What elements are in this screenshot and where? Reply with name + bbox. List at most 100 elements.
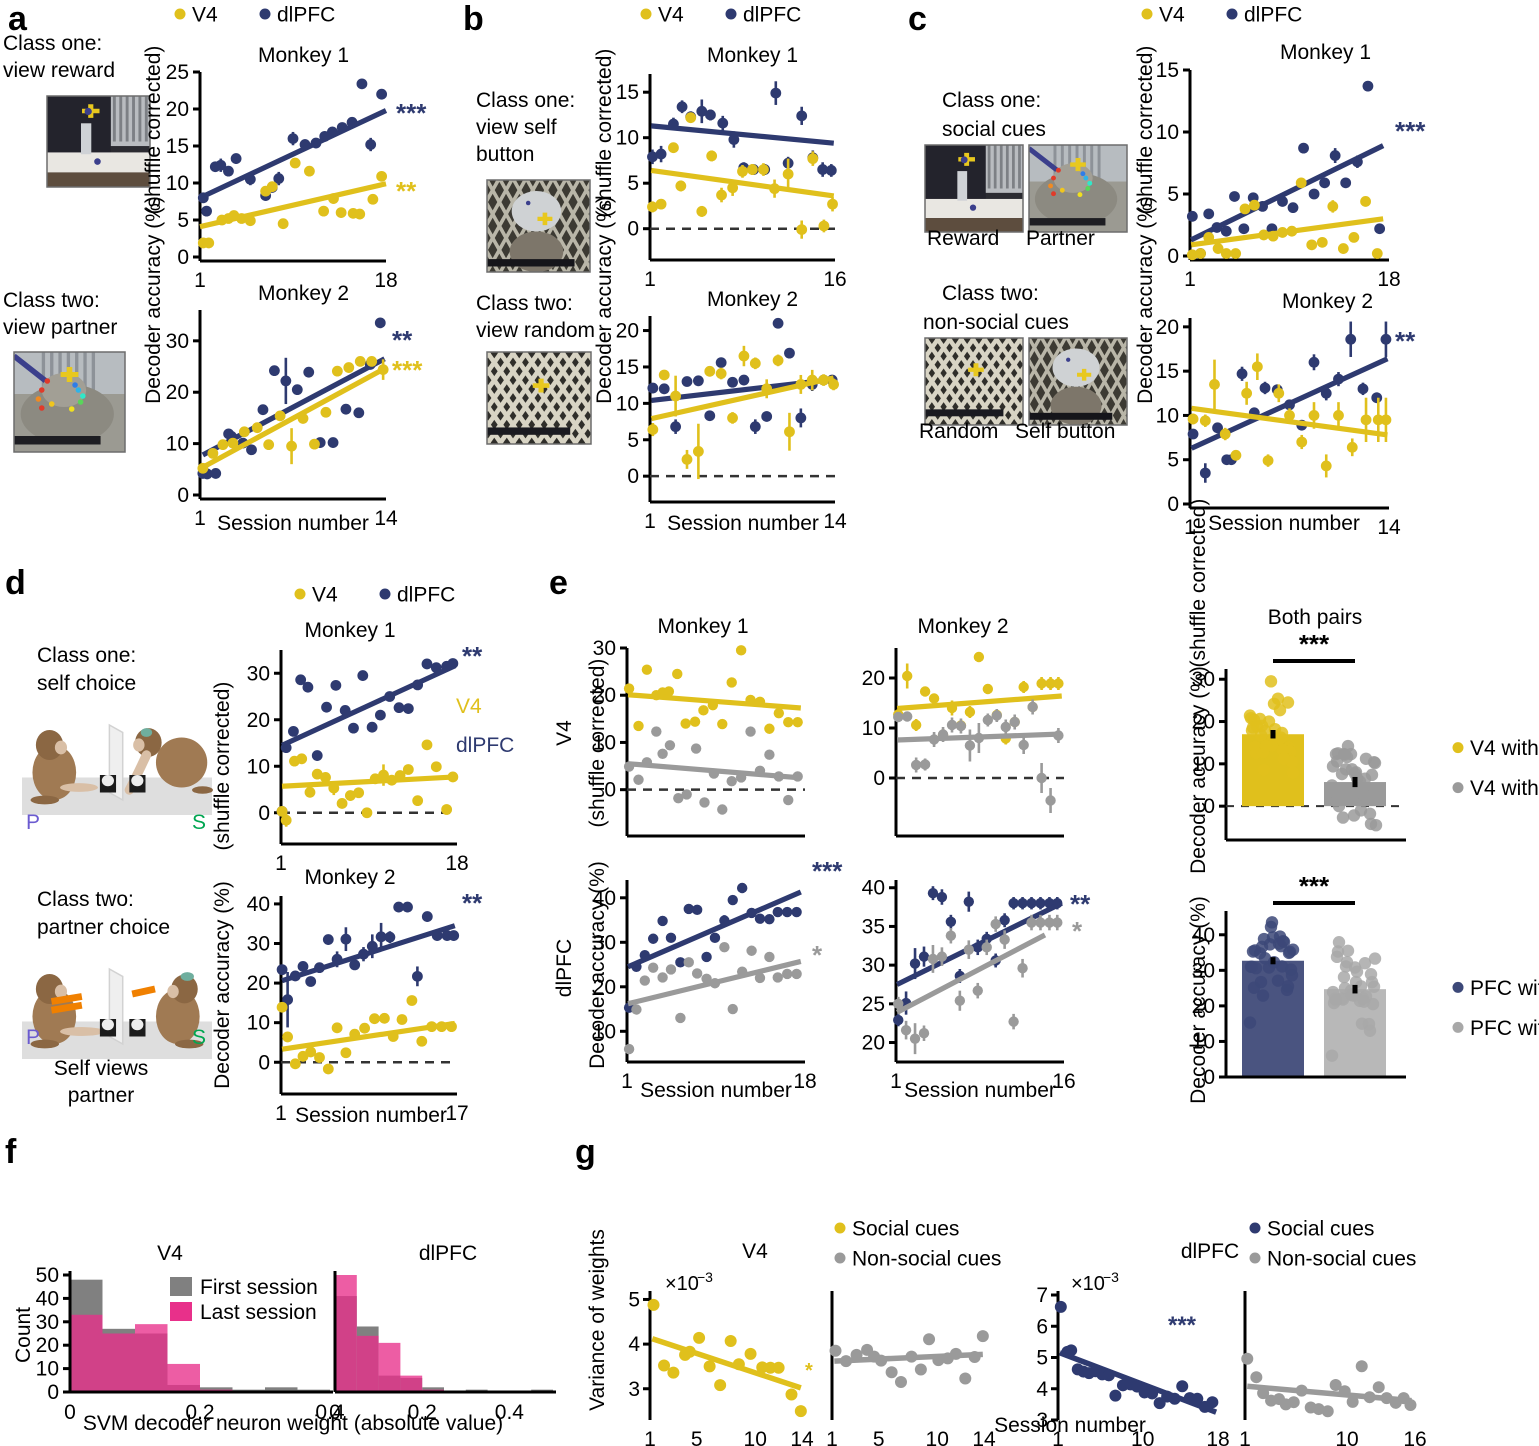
- data-point: [701, 951, 712, 963]
- data-point: [918, 1028, 930, 1039]
- data-point: [1336, 811, 1350, 824]
- rect: [1029, 218, 1106, 226]
- y-tick-label: 10: [593, 1020, 616, 1043]
- data-point: [681, 789, 692, 800]
- gaze-dot: [84, 107, 92, 116]
- x-tick-label: 1: [1239, 1428, 1251, 1446]
- significance-dlpfc-m2: **: [392, 325, 413, 355]
- button-ball-1: [131, 1019, 144, 1031]
- y-tick-label: 30: [247, 662, 270, 685]
- y-tick-label: 30: [1192, 668, 1215, 691]
- x-tick-label: 16: [1403, 1428, 1426, 1446]
- x-tick-label: 1: [1184, 516, 1196, 539]
- scale-exponent-dlpfc: −3: [1103, 1269, 1119, 1285]
- x-tick-label: 14: [374, 507, 398, 530]
- data-point: [257, 404, 269, 416]
- y-tick-label: 30: [593, 637, 616, 660]
- y-axis-label: Count: [12, 1307, 35, 1363]
- button-ball-0: [101, 1019, 114, 1031]
- data-point: [647, 424, 659, 435]
- y-tick-label: 20: [247, 972, 270, 995]
- series-v4: [1186, 177, 1384, 261]
- title-monkey2: Monkey 2: [707, 288, 798, 311]
- data-point: [297, 961, 309, 972]
- data-point: [412, 795, 424, 807]
- rect: [58, 352, 62, 392]
- y-tick-label: 10: [166, 172, 189, 195]
- x-axis-label: Session number: [667, 512, 819, 535]
- regression-line: [1190, 216, 1384, 248]
- data-point: [680, 718, 691, 729]
- title-monkey1: Monkey 1: [657, 615, 748, 638]
- data-point: [1331, 945, 1345, 958]
- data-point: [1325, 1049, 1339, 1062]
- data-point: [1176, 1380, 1189, 1393]
- plot-g-v4-social: 3 4 5 1 5 10 14: [628, 1288, 814, 1446]
- data-point: [783, 716, 794, 728]
- data-point: [945, 916, 957, 927]
- significance-gray-m1: *: [812, 940, 823, 970]
- mesh: [487, 180, 527, 272]
- data-point: [664, 740, 676, 751]
- mesh: [565, 180, 590, 272]
- data-point: [1186, 210, 1198, 222]
- data-point: [357, 670, 369, 681]
- data-point: [657, 748, 668, 759]
- data-point: [990, 918, 1001, 930]
- x-tick-label: 18: [1206, 1428, 1229, 1446]
- rect: [138, 96, 142, 142]
- x-tick-label: 10: [926, 1428, 949, 1446]
- x-tick-label: 18: [445, 852, 468, 875]
- hist-bar-1-3: [400, 1375, 423, 1392]
- data-point: [1267, 697, 1281, 710]
- y-tick-label: 30: [166, 330, 189, 353]
- data-point: [1248, 199, 1260, 211]
- data-point: [1359, 990, 1373, 1003]
- data-point: [754, 913, 766, 924]
- data-point: [1044, 917, 1055, 928]
- gaze-marker: [60, 367, 79, 382]
- data-point: [902, 670, 913, 682]
- data-point: [322, 934, 334, 945]
- series-dlpfc: [276, 658, 459, 817]
- data-point: [353, 787, 365, 799]
- data-point: [289, 1058, 301, 1070]
- mesh: [925, 338, 941, 425]
- legend-nonsocial-v4-dot: [834, 1252, 846, 1264]
- landmark-dot: [38, 387, 45, 393]
- data-point: [402, 703, 414, 714]
- data-point: [1332, 799, 1346, 813]
- data-point: [761, 411, 773, 422]
- data-point: [1320, 460, 1332, 472]
- data-point: [647, 151, 658, 163]
- class-one-line2: self choice: [37, 672, 136, 695]
- significance-dlpfc: ***: [1168, 1312, 1197, 1339]
- data-point: [715, 368, 727, 379]
- data-point: [706, 150, 718, 162]
- regression-line: [895, 900, 1063, 987]
- class-one-line1: Class one:: [3, 32, 102, 55]
- data-point: [1327, 201, 1339, 212]
- data-point: [1008, 898, 1019, 909]
- rect: [925, 409, 1004, 417]
- y-tick-label: 5: [177, 209, 189, 232]
- class-two-line2: view partner: [3, 316, 117, 339]
- panel-letter-a: a: [8, 0, 28, 38]
- data-point: [1256, 989, 1270, 1002]
- significance-dlpfc-m1: ***: [396, 98, 427, 128]
- y-tick-label: 3: [1036, 1409, 1048, 1432]
- data-point: [714, 1379, 727, 1392]
- title-monkey1: Monkey 1: [1280, 41, 1371, 64]
- data-point: [791, 906, 802, 918]
- data-point: [959, 1372, 972, 1385]
- data-point: [1340, 955, 1354, 969]
- data-point: [1239, 203, 1251, 215]
- data-point: [1052, 917, 1063, 928]
- landmark-dot: [77, 399, 84, 405]
- data-point: [1257, 1387, 1270, 1400]
- data-point: [919, 759, 931, 770]
- y-tick-label: 0: [627, 465, 639, 488]
- mesh: [925, 338, 953, 425]
- legend-dlpfc-dot: [379, 588, 391, 600]
- significance-pfc-m1: ***: [812, 856, 843, 886]
